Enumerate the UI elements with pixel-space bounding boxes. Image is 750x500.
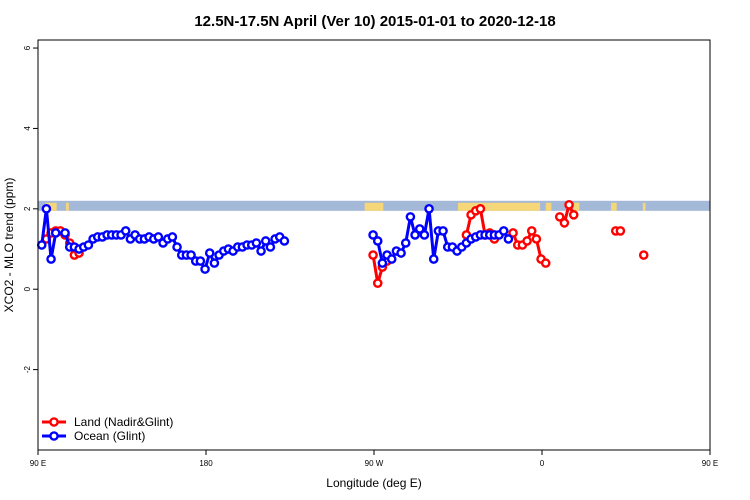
data-point <box>475 204 486 214</box>
data-point <box>167 232 178 242</box>
data-point <box>568 210 579 220</box>
land-patch <box>66 202 69 211</box>
legend: Land (Nadir&Glint)Ocean (Glint) <box>42 415 173 443</box>
y-tick-label: 2 <box>23 206 32 211</box>
data-point <box>531 234 542 244</box>
data-point <box>424 204 434 214</box>
land-patch <box>364 202 384 211</box>
series-1 <box>36 204 514 274</box>
data-point <box>368 250 378 260</box>
x-axis-label: Longitude (deg E) <box>326 476 421 490</box>
data-point <box>256 246 266 256</box>
data-point <box>260 236 271 246</box>
data-point <box>60 228 70 238</box>
data-point <box>503 234 514 244</box>
x-tick-label: 180 <box>199 459 213 468</box>
y-tick-label: -2 <box>23 366 32 374</box>
land-patch <box>611 202 617 211</box>
data-point <box>195 256 206 266</box>
land-patch <box>545 202 552 211</box>
data-point <box>508 228 518 238</box>
data-point <box>186 250 196 260</box>
data-point <box>36 240 47 250</box>
land-patch <box>642 202 646 211</box>
y-tick-label: 4 <box>23 126 32 131</box>
data-point <box>83 240 94 250</box>
data-point <box>615 226 626 236</box>
data-point <box>438 226 448 236</box>
x-axis: 90 E 180 90 W 0 90 E <box>30 450 718 468</box>
y-tick-label: 6 <box>23 45 32 50</box>
legend-marker <box>49 417 59 427</box>
data-point <box>554 212 565 222</box>
data-point <box>120 226 131 236</box>
data-point <box>50 228 61 238</box>
y-tick-label: 0 <box>23 286 32 291</box>
data-point <box>372 236 383 246</box>
data-point <box>386 254 397 264</box>
y-axis: -2 0 2 4 6 <box>23 45 38 373</box>
legend-label: Land (Nadir&Glint) <box>74 415 173 429</box>
data-point <box>638 250 649 260</box>
legend-marker <box>49 431 59 441</box>
data-point <box>498 226 509 236</box>
y-axis-label: XCO2 - MLO trend (ppm) <box>2 178 16 313</box>
data-point <box>564 200 574 210</box>
data-point <box>400 238 411 248</box>
data-point <box>414 224 425 234</box>
land-patch <box>458 202 541 211</box>
x-tick-label: 90 E <box>702 459 718 468</box>
data-point <box>377 258 388 268</box>
land-mask-band <box>38 200 710 211</box>
data-point <box>368 230 378 240</box>
data-point <box>428 254 439 264</box>
data-point <box>526 226 537 236</box>
data-point <box>172 242 182 252</box>
x-tick-label: 90 W <box>365 459 384 468</box>
x-tick-label: 90 E <box>30 459 46 468</box>
legend-label: Ocean (Glint) <box>74 429 145 443</box>
data-point <box>251 238 262 248</box>
land-patch <box>45 202 57 211</box>
data-point <box>200 264 210 274</box>
data-point <box>41 204 52 214</box>
x-tick-label: 0 <box>540 459 545 468</box>
data-point <box>153 232 164 242</box>
data-point <box>372 278 383 288</box>
land-patch <box>573 202 580 211</box>
data-point <box>559 218 570 228</box>
data-point <box>279 236 290 246</box>
data-point <box>405 212 416 222</box>
data-point <box>419 230 430 240</box>
data-point <box>540 258 551 268</box>
data-point <box>209 258 220 268</box>
data-point <box>265 242 276 252</box>
data-point <box>396 248 406 258</box>
data-point <box>204 248 215 258</box>
series-layer <box>36 200 649 288</box>
data-point <box>46 254 56 264</box>
data-point <box>522 236 532 246</box>
data-point <box>410 230 420 240</box>
chart-title: 12.5N-17.5N April (Ver 10) 2015-01-01 to… <box>194 13 555 30</box>
